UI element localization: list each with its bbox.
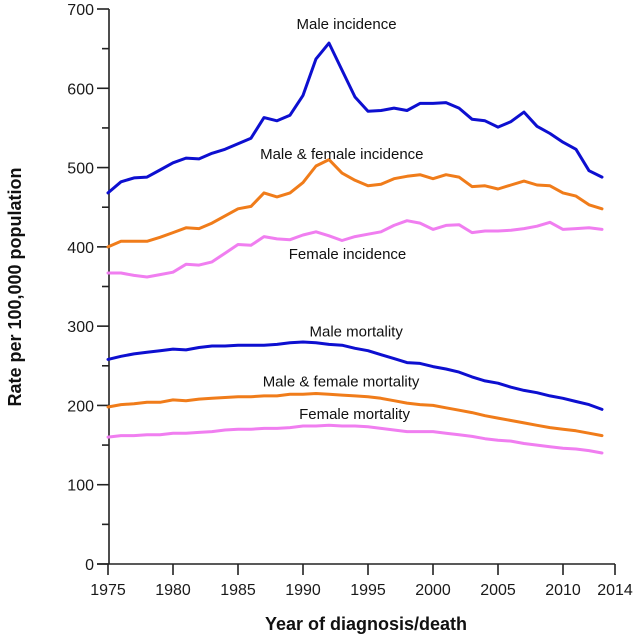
y-tick-label: 300 <box>67 319 94 336</box>
series-label-male-incidence: Male incidence <box>297 16 397 33</box>
x-axis: 1975 1980 1985 1990 1995 2000 2005 2010 2014 <box>90 563 633 599</box>
y-tick-label: 700 <box>67 2 94 19</box>
x-tick-label: 2005 <box>480 582 516 599</box>
y-tick-label: 200 <box>67 398 94 415</box>
x-axis-title: Year of diagnosis/death <box>265 614 467 634</box>
series-label-male-and-female-incidence: Male & female incidence <box>260 146 423 163</box>
x-tick-label: 1985 <box>220 582 256 599</box>
series-line-male-incidence <box>106 41 604 195</box>
series-line-female-mortality <box>106 423 604 455</box>
series-label-female-incidence: Female incidence <box>289 246 407 263</box>
series-line-male-and-female-mortality <box>106 392 604 438</box>
series-labels: Male incidence Male & female incidence Fem… <box>260 16 423 423</box>
y-tick-label: 0 <box>85 557 94 574</box>
x-tick-label: 2000 <box>415 582 451 599</box>
x-tick-label: 2014 <box>597 582 633 599</box>
series-label-female-mortality: Female mortality <box>299 406 410 423</box>
y-axis: 0 100 200 300 400 500 600 700 <box>67 2 110 574</box>
series-line-male-and-female-incidence <box>106 158 604 249</box>
y-tick-label: 600 <box>67 81 94 98</box>
x-tick-label: 1975 <box>90 582 126 599</box>
x-tick-label: 2010 <box>545 582 581 599</box>
x-tick-label: 1990 <box>285 582 321 599</box>
series-label-male-mortality: Male mortality <box>310 323 404 340</box>
series-line-female-incidence <box>106 219 604 279</box>
y-axis-title: Rate per 100,000 population <box>5 167 25 406</box>
x-tick-label: 1995 <box>350 582 386 599</box>
y-tick-label: 500 <box>67 161 94 178</box>
series-label-male-and-female-mortality: Male & female mortality <box>263 373 420 390</box>
x-tick-label: 1980 <box>155 582 191 599</box>
y-tick-label: 100 <box>67 478 94 495</box>
series-line-male-mortality <box>106 340 604 411</box>
y-tick-label: 400 <box>67 240 94 257</box>
series-layer <box>106 41 604 455</box>
